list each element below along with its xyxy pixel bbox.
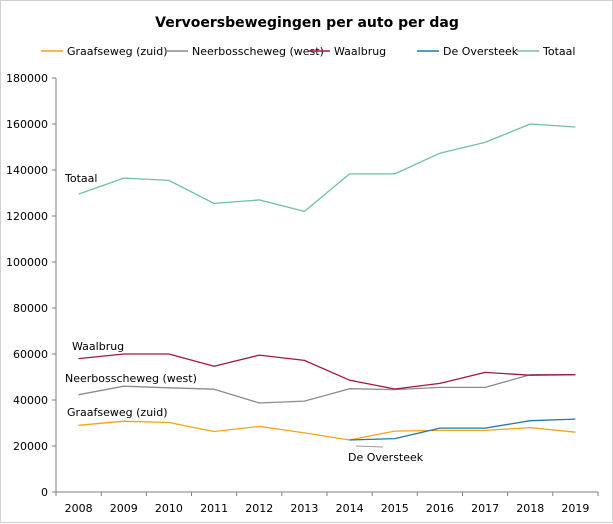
legend-label-neerbosscheweg-west: Neerbosscheweg (west) xyxy=(192,45,324,58)
x-tick-label: 2018 xyxy=(516,502,544,515)
y-tick-label: 80000 xyxy=(13,302,48,315)
series-group xyxy=(79,124,576,440)
x-tick-label: 2011 xyxy=(200,502,228,515)
annotation-de-oversteek: De Oversteek xyxy=(348,451,424,464)
x-tick-label: 2014 xyxy=(336,502,364,515)
legend-label-graafseweg-zuid: Graafseweg (zuid) xyxy=(67,45,168,58)
y-tick-label: 40000 xyxy=(13,394,48,407)
annotation-leader-line xyxy=(356,446,383,447)
y-tick-label: 120000 xyxy=(6,210,48,223)
x-tick-label: 2012 xyxy=(245,502,273,515)
annotation-waalbrug: Waalbrug xyxy=(72,340,124,353)
annotation-graafseweg-zuid: Graafseweg (zuid) xyxy=(67,406,168,419)
x-tick-label: 2017 xyxy=(471,502,499,515)
series-line-totaal xyxy=(79,124,576,211)
annotation-totaal: Totaal xyxy=(64,172,97,185)
chart-title: Vervoersbewegingen per auto per dag xyxy=(155,15,459,31)
x-tick-label: 2009 xyxy=(110,502,138,515)
y-tick-label: 180000 xyxy=(6,72,48,85)
y-tick-label: 100000 xyxy=(6,256,48,269)
x-tick-label: 2019 xyxy=(561,502,589,515)
annotations: Totaal Waalbrug Neerbosscheweg (west) Graaf… xyxy=(64,172,424,464)
y-tick-label: 0 xyxy=(41,486,48,499)
y-tick-label: 140000 xyxy=(6,164,48,177)
x-tick-label: 2013 xyxy=(290,502,318,515)
x-tick-label: 2016 xyxy=(426,502,454,515)
series-line-de-oversteek xyxy=(350,419,576,440)
legend: Graafseweg (zuid) Neerbosscheweg (west) Wa… xyxy=(41,45,575,58)
legend-label-totaal: Totaal xyxy=(542,45,575,58)
axes: 0 20000 40000 60000 80000 100000 120000 140000 1… xyxy=(6,72,598,515)
annotation-neerbosscheweg-west: Neerbosscheweg (west) xyxy=(65,372,197,385)
y-tick-label: 160000 xyxy=(6,118,48,131)
x-tick-label: 2010 xyxy=(155,502,183,515)
legend-label-de-oversteek: De Oversteek xyxy=(443,45,519,58)
x-tick-label: 2015 xyxy=(381,502,409,515)
series-line-graafseweg-zuid xyxy=(79,421,576,440)
y-tick-label: 20000 xyxy=(13,440,48,453)
y-tick-label: 60000 xyxy=(13,348,48,361)
x-tick-label: 2008 xyxy=(65,502,93,515)
legend-label-waalbrug: Waalbrug xyxy=(334,45,386,58)
